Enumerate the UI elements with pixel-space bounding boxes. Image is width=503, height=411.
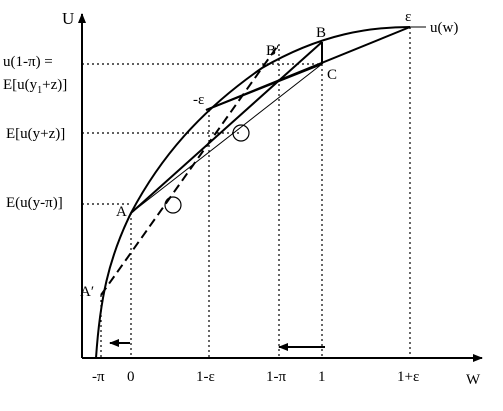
point-label-eps: ε (405, 9, 411, 25)
y-tick-e-u-y1z-pre: E[u(y (3, 77, 38, 93)
x-tick-one-minus-eps: 1-ε (196, 369, 215, 385)
point-label-C: C (327, 67, 337, 83)
point-label-B: B (316, 25, 326, 41)
y-tick-e-u-y1z-sub: 1 (37, 85, 42, 96)
y-tick-e-u-yz: E[u(y+z)] (6, 126, 65, 142)
y-tick-e-u-y1z-post: +z)] (42, 77, 67, 93)
chord-A-C (130, 63, 323, 214)
circle-marker-lower (164, 196, 182, 214)
y-axis-label: U (62, 9, 74, 28)
x-tick-one-plus-eps: 1+ε (397, 369, 419, 385)
point-label-A-prime: A′ (80, 284, 94, 300)
x-tick-one-minus-pi: 1-π (266, 369, 286, 385)
point-label-A: A (116, 204, 127, 220)
x-tick-zero: 0 (127, 369, 135, 385)
point-label-neg-eps: -ε (193, 92, 204, 108)
x-axis-label: W (466, 372, 481, 388)
utility-curve (95, 26, 411, 359)
point-label-B-prime: B′ (266, 43, 279, 59)
y-tick-e-u-y1z: E[u(y1+z)] (3, 77, 67, 96)
chord-A-B (130, 41, 323, 214)
x-tick-neg-pi: -π (92, 369, 105, 385)
y-tick-u1-pi: u(1-π) = (3, 54, 53, 70)
y-tick-e-u-ypi: E(u(y-π)] (6, 195, 63, 211)
curve-label: u(w) (430, 20, 458, 36)
x-tick-one: 1 (318, 369, 326, 385)
segment-negeps-C (205, 63, 323, 111)
dashed-chord-Aprime-Bprime (100, 43, 280, 296)
